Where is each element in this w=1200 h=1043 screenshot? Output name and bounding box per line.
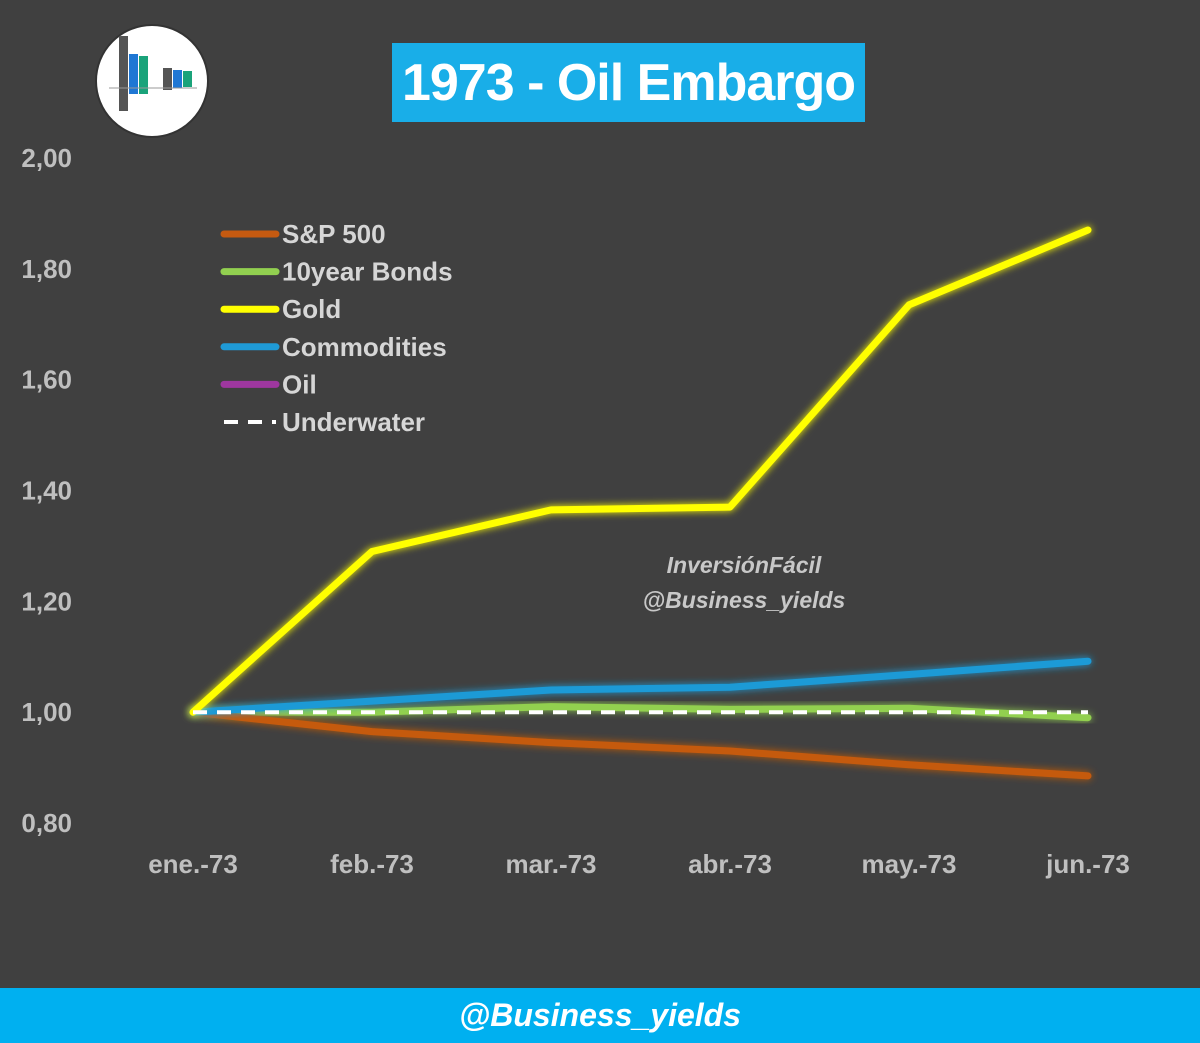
- y-tick-label: 1,80: [21, 254, 72, 284]
- series-line-gold: [189, 226, 1092, 716]
- watermark-brand: InversiónFácil: [666, 552, 822, 578]
- x-tick-label: ene.-73: [148, 849, 238, 879]
- y-tick-label: 1,40: [21, 476, 72, 506]
- x-tick-label: abr.-73: [688, 849, 772, 879]
- legend-label: Gold: [282, 294, 341, 324]
- y-tick-label: 0,80: [21, 808, 72, 838]
- x-tick-label: may.-73: [862, 849, 957, 879]
- series-line-s-p-500: [189, 708, 1092, 780]
- x-tick-label: feb.-73: [330, 849, 414, 879]
- legend-label: Oil: [282, 369, 317, 399]
- series-lines: [189, 226, 1092, 780]
- title-banner: 1973 - Oil Embargo: [392, 43, 865, 122]
- page-title: 1973 - Oil Embargo: [401, 53, 856, 112]
- legend-label: Underwater: [282, 407, 425, 437]
- legend-label: 10year Bonds: [282, 257, 453, 287]
- watermark: InversiónFácil @Business_yields: [600, 548, 888, 618]
- y-tick-label: 1,20: [21, 586, 72, 616]
- series-line-commodities: [189, 657, 1092, 716]
- legend-label: Commodities: [282, 332, 447, 362]
- chart-legend: S&P 500 10year Bonds Gold Commodities Oil Und…: [220, 219, 453, 437]
- y-tick-label: 1,00: [21, 697, 72, 727]
- y-tick-label: 2,00: [21, 143, 72, 173]
- legend-label: S&P 500: [282, 219, 386, 249]
- y-axis-ticks: 2,00 1,80 1,60 1,40 1,20 1,00 0,80: [21, 143, 72, 838]
- mini-bar-chart-icon: [95, 24, 209, 138]
- x-axis-ticks: ene.-73 feb.-73 mar.-73 abr.-73 may.-73 jun.-…: [148, 849, 1130, 879]
- x-tick-label: mar.-73: [505, 849, 596, 879]
- watermark-handle: @Business_yields: [642, 587, 846, 613]
- footer-handle: @Business_yields: [459, 997, 741, 1033]
- y-tick-label: 1,60: [21, 365, 72, 395]
- footer-banner: @Business_yields: [0, 988, 1200, 1043]
- x-tick-label: jun.-73: [1045, 849, 1130, 879]
